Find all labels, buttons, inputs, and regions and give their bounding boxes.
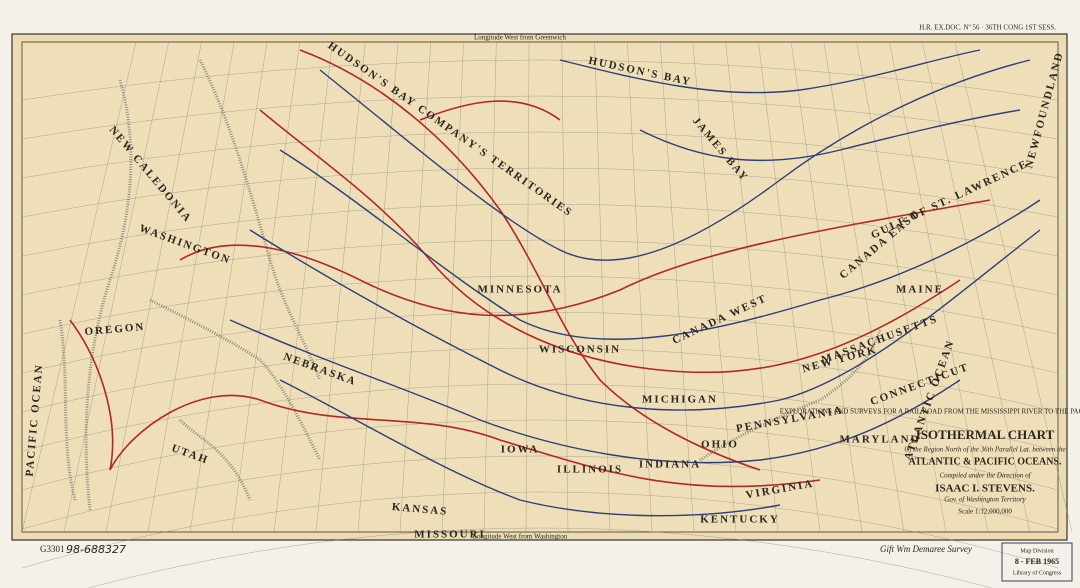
meridian [273,41,333,533]
parallel [21,167,1059,218]
isotherm-red [179,199,991,317]
author: ISAAC I. STEVENS. [935,483,1035,495]
meridian [627,41,653,533]
isotherm-blue [279,379,781,517]
stamp-border [1001,542,1073,582]
isotherm-red [299,49,761,471]
region-label: KANSAS [391,501,448,518]
isotherm-red [69,319,821,488]
parallel [21,203,1059,257]
isotherm-blue [229,319,961,464]
region-label: WISCONSIN [539,344,621,356]
title-block: EXPLORATIONS AND SURVEYS FOR A RAIL ROAD… [780,408,1080,516]
region-label: MINNESOTA [477,284,562,296]
mountain-range [58,319,77,501]
meridian [231,41,301,533]
meridian [659,41,695,533]
oceans-line: ATLANTIC & PACIFIC OCEANS. [909,456,1062,467]
region-label: MARYLAND [840,434,921,446]
meridian [105,41,202,533]
mountain-range [178,418,252,501]
gift-note: Gift Wm Demaree Survey [880,544,972,554]
isotherms [69,49,1041,517]
isotherm-blue [559,49,981,94]
meridian [399,41,432,533]
meridian [725,41,779,533]
meridian [692,41,737,533]
parallel [21,239,1059,296]
meridian [483,41,497,533]
region-label: ILLINOIS [557,464,623,476]
longitude-label-bottom: Longitude West from Washington [473,533,568,541]
stamp: Map Division 8 - FEB 1965 Library of Con… [1001,542,1073,582]
mountain-range [149,298,322,461]
meridian [357,41,399,533]
meridian [594,41,611,533]
isotherm-blue [319,59,1031,261]
parallel [21,455,1059,530]
meridian [21,41,137,533]
meridian [561,41,569,533]
stamp-division: Map Division [1020,548,1053,554]
region-label: KENTUCKY [700,514,780,526]
region-label: MISSOURI [414,529,486,541]
region-label: MAINE [896,284,944,296]
compiled-line: Compiled under the Direction of [939,472,1031,480]
region-label: OREGON [84,321,146,338]
scale: Scale 1:12,000,000 [958,508,1012,516]
parallel [21,419,1059,491]
mountain-range [699,329,882,462]
graticule [21,41,1073,588]
map-title: ISOTHERMAL CHART [916,427,1055,442]
stamp-library: Library of Congress [1013,569,1062,576]
region-label: OHIO [701,439,739,451]
meridian [954,41,1073,533]
parallel [87,527,993,588]
region-label: MICHIGAN [642,394,718,406]
isotherm-blue [279,149,1041,340]
longitude-label-top: Longitude West from Greenwich [474,34,567,42]
call-number: 98-688327 [66,543,126,556]
parallel [21,131,1059,179]
isotherm-red [259,109,961,374]
parallel [21,347,1059,413]
mountain-range [84,79,133,511]
meridian [147,41,235,533]
map-subtitle: Of the Region North of the 36th Parallel… [904,446,1065,454]
survey-note: EXPLORATIONS AND SURVEYS FOR A RAIL ROAD… [780,408,1080,416]
parallel [21,275,1059,335]
meridian [856,41,947,533]
isotherm-red [419,100,561,121]
meridian [63,41,169,533]
shelf-mark: G3301 [40,544,65,554]
author-title: Gov. of Washington Territory [944,496,1026,504]
mountains [58,59,882,511]
map-frame [21,41,1059,533]
meridian [441,41,464,533]
meridian [790,41,863,533]
meridian [525,41,530,533]
parallel [21,95,1059,140]
region-label: INDIANA [639,459,701,471]
parallel [21,59,1059,101]
meridian [315,41,366,533]
parallel [21,383,1059,452]
meridian [189,41,268,533]
meridian [889,41,989,533]
isotherm-blue [639,109,1021,162]
meridian [921,41,1031,533]
isotherm-blue [249,229,1041,411]
stamp-date: 8 - FEB 1965 [1015,557,1059,566]
parallel [21,491,1059,569]
document-reference: H.R. EX.DOC. Nº 56 · 36TH CONG 1ST SESS. [919,24,1056,32]
region-label: IOWA [501,444,540,456]
